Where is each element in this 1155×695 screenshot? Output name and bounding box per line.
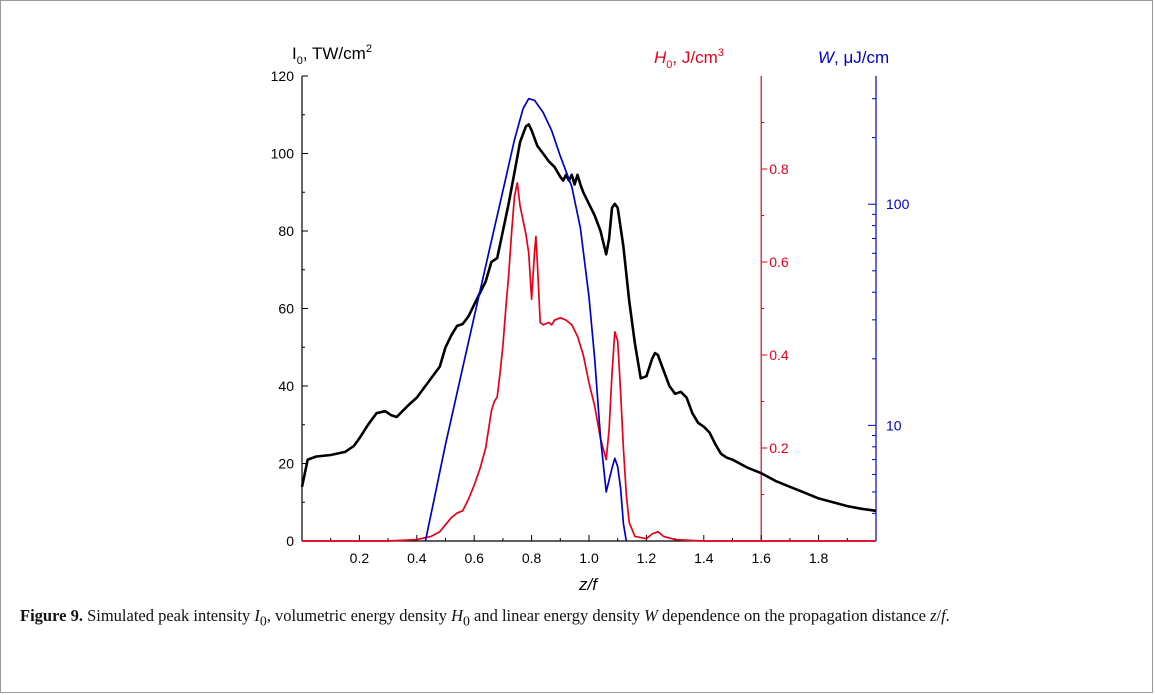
left-tick-label: 60 bbox=[278, 301, 294, 317]
red-tick-label: 0.2 bbox=[769, 440, 789, 456]
left-tick-label: 20 bbox=[278, 456, 294, 472]
blue-tick-label: 10 bbox=[886, 417, 902, 433]
x-tick-label: 1.8 bbox=[809, 550, 829, 566]
left-axis-title: I0, TW/cm2 bbox=[292, 43, 372, 67]
left-tick-label: 0 bbox=[286, 533, 294, 549]
red-tick-label: 0.6 bbox=[769, 254, 789, 270]
x-tick-label: 0.2 bbox=[350, 550, 370, 566]
intensity-series bbox=[300, 123, 877, 513]
x-tick-label: 1.6 bbox=[751, 550, 771, 566]
left-tick-label: 120 bbox=[271, 68, 295, 84]
left-tick-label: 40 bbox=[278, 378, 294, 394]
x-tick-label: 1.0 bbox=[579, 550, 599, 566]
x-tick-label: 0.8 bbox=[522, 550, 542, 566]
x-tick-label: 1.2 bbox=[637, 550, 657, 566]
axis-labels: I0, TW/cm2 H0, J/cm3 W, μJ/cm z/f bbox=[292, 43, 889, 594]
red-tick-label: 0.4 bbox=[769, 347, 789, 363]
red-axis-title: H0, J/cm3 bbox=[654, 47, 724, 71]
x-axis-title: z/f bbox=[578, 575, 599, 594]
red-tick-label: 0.8 bbox=[769, 161, 789, 177]
left-tick-label: 80 bbox=[278, 223, 294, 239]
axes: 0.2 0.4 0.6 0.8 1.0 1.2 1.4 1.6 1.8 0 20 40 60 80 100 1… bbox=[271, 68, 910, 566]
x-tick-label: 1.4 bbox=[694, 550, 714, 566]
chart: 0.2 0.4 0.6 0.8 1.0 1.2 1.4 1.6 1.8 0 20 40 60 80 100 1… bbox=[271, 43, 910, 594]
x-tick-label: 0.4 bbox=[407, 550, 427, 566]
blue-tick-label: 100 bbox=[886, 196, 910, 212]
blue-axis-title: W, μJ/cm bbox=[818, 48, 889, 67]
volumetric-energy-series bbox=[302, 182, 876, 542]
left-tick-label: 100 bbox=[271, 146, 295, 162]
series bbox=[300, 97, 877, 542]
figure-label: Figure 9. bbox=[20, 606, 83, 625]
x-tick-label: 0.6 bbox=[464, 550, 484, 566]
figure-caption: Figure 9. Simulated peak intensity I0, v… bbox=[20, 606, 950, 629]
linear-energy-series bbox=[424, 97, 628, 542]
